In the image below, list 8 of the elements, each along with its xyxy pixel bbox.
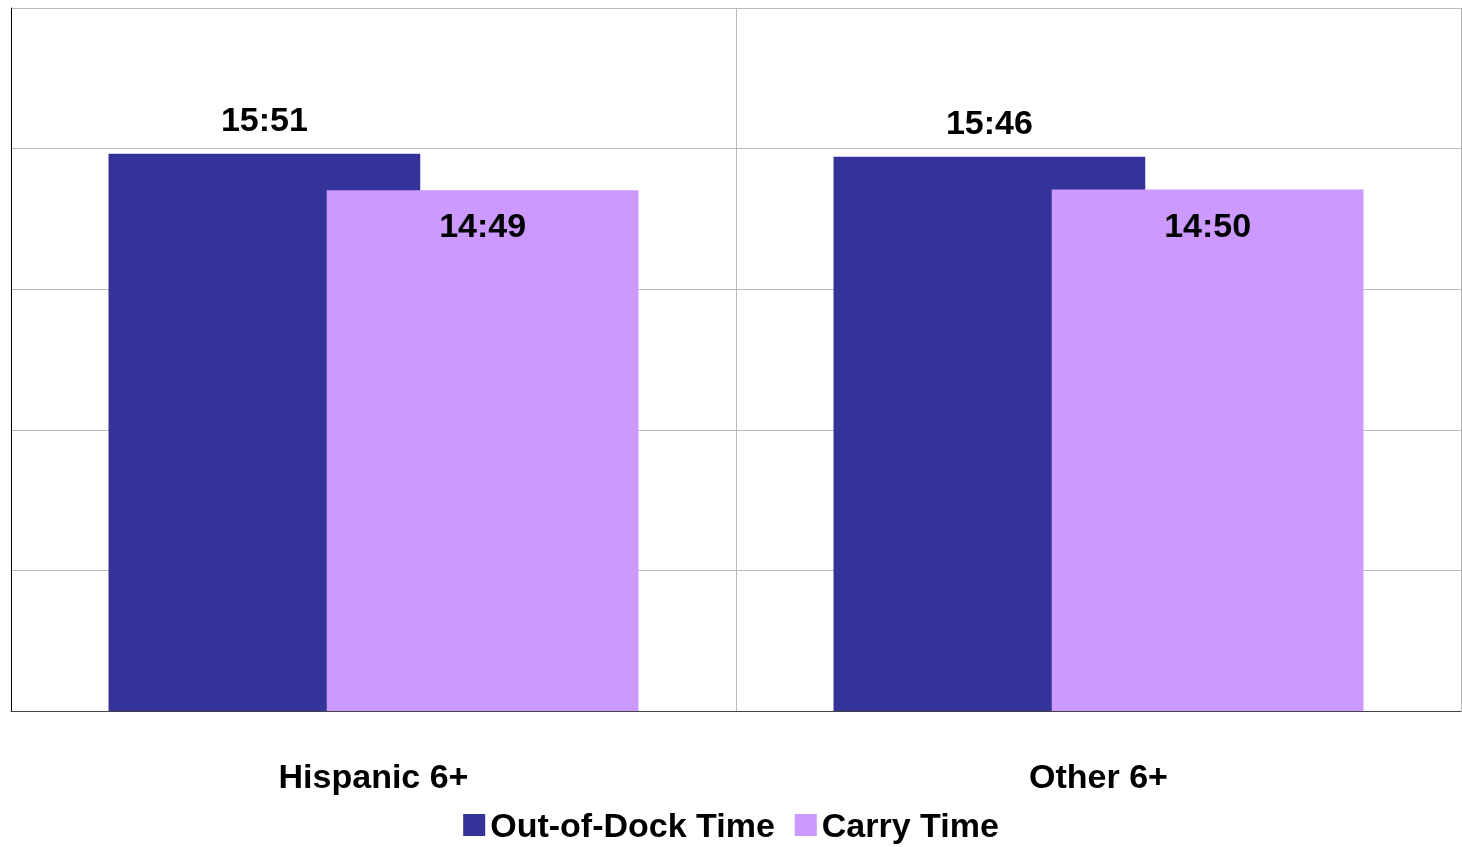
x-tick-label: Other 6+ bbox=[1029, 757, 1168, 795]
x-tick-label: Hispanic 6+ bbox=[278, 757, 469, 795]
data-label: 14:49 bbox=[439, 206, 527, 245]
data-label: 15:46 bbox=[945, 102, 1033, 141]
data-label: 14:50 bbox=[1164, 205, 1252, 244]
legend-label: Out-of-Dock Time bbox=[490, 806, 775, 844]
legend-label: Carry Time bbox=[821, 806, 999, 844]
data-label: 15:51 bbox=[220, 99, 308, 138]
